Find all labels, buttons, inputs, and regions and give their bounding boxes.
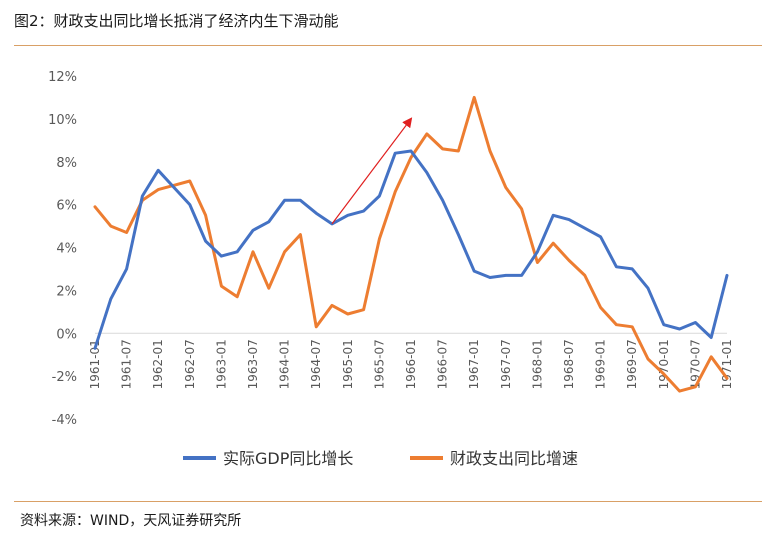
x-tick-label: 1968-07 [562,339,576,389]
y-tick-label: 6% [56,199,77,214]
x-tick-label: 1966-01 [404,339,418,389]
x-tick-label: 1961-07 [120,339,134,389]
legend: 实际GDP同比增长 财政支出同比增速 [183,449,578,468]
x-tick-label: 1962-01 [151,339,165,389]
x-tick-label: 1965-07 [372,339,386,389]
x-tick-label: 1964-07 [309,339,323,389]
y-tick-label: 2% [56,284,77,299]
x-tick-label: 1969-07 [625,339,639,389]
y-tick-label: 10% [48,113,77,128]
y-tick-label: -4% [52,413,77,428]
x-axis: 1961-01 1961-07 1962-01 1962-07 1963-01 1963-… [88,339,734,389]
chart-title: 图2：财政支出同比增长抵消了经济内生下滑动能 [14,12,339,30]
y-axis: -4% -2% 0% 2% 4% 6% 8% 10% 12% [48,70,77,428]
x-tick-label: 1963-07 [246,339,260,389]
y-tick-label: 0% [56,327,77,342]
x-tick-label: 1971-01 [720,339,734,389]
x-tick-label: 1967-01 [467,339,481,389]
legend-label-fiscal: 财政支出同比增速 [450,449,578,468]
y-tick-label: 4% [56,242,77,257]
x-tick-label: 1966-07 [436,339,450,389]
x-tick-label: 1968-01 [530,339,544,389]
bottom-rule [14,501,762,502]
legend-label-gdp: 实际GDP同比增长 [223,449,353,468]
x-tick-label: 1961-01 [88,339,102,389]
x-tick-label: 1970-01 [657,339,671,389]
x-tick-label: 1967-07 [499,339,513,389]
trend-arrow [331,117,413,225]
y-tick-label: 8% [56,156,77,171]
top-rule [14,45,762,46]
y-tick-label: 12% [48,70,77,85]
source-note: 资料来源：WIND，天风证券研究所 [20,513,242,529]
x-tick-label: 1964-01 [278,339,292,389]
x-tick-label: 1969-01 [594,339,608,389]
x-tick-label: 1963-01 [214,339,228,389]
x-tick-label: 1970-07 [688,339,702,389]
y-tick-label: -2% [52,370,77,385]
x-tick-label: 1965-01 [341,339,355,389]
series-line-fiscal [93,95,729,393]
series-layer [93,95,729,393]
x-tick-label: 1962-07 [183,339,197,389]
series-line-gdp [93,149,729,350]
